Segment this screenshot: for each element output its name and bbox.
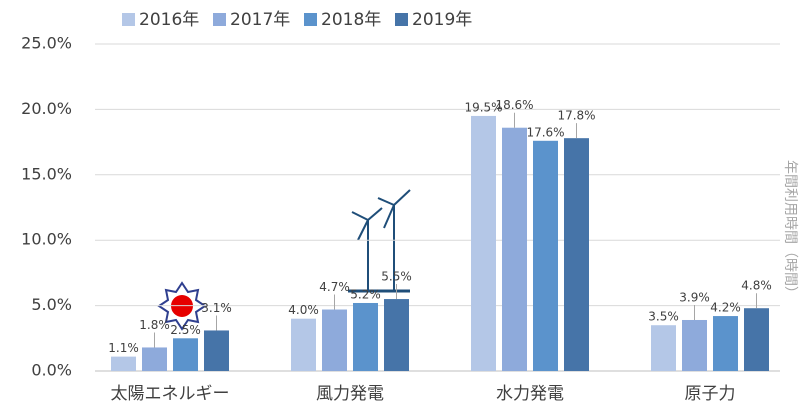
bar — [173, 338, 198, 371]
bar — [713, 316, 738, 371]
value-label: 5.2% — [350, 287, 381, 301]
legend-swatch — [395, 13, 408, 26]
legend-label: 2019年 — [412, 10, 472, 30]
bar — [384, 299, 409, 371]
value-label: 19.5% — [464, 100, 502, 114]
y-tick-label: 15.0% — [21, 164, 72, 183]
y-tick-label: 5.0% — [31, 295, 72, 314]
bar — [502, 127, 527, 371]
x-tick-label: 水力発電 — [496, 384, 564, 404]
wind-turbine-icon — [348, 189, 411, 293]
value-label: 3.5% — [648, 310, 679, 324]
value-label: 1.1% — [108, 341, 139, 355]
bar — [533, 140, 558, 371]
bar — [353, 302, 378, 371]
value-label: 4.2% — [710, 301, 741, 315]
value-label: 4.7% — [319, 280, 350, 294]
value-label: 17.8% — [557, 109, 595, 123]
value-label: 1.8% — [139, 318, 170, 332]
y-tick-label: 25.0% — [21, 34, 72, 53]
value-label: 4.8% — [741, 279, 772, 293]
bar — [744, 308, 769, 371]
value-label: 4.0% — [288, 303, 319, 317]
annotation: 年間利用時間（時間） — [782, 160, 798, 300]
legend-swatch — [122, 13, 135, 26]
legend-label: 2017年 — [230, 10, 290, 30]
value-label: 2.5% — [170, 323, 201, 337]
bar — [204, 330, 229, 371]
y-tick-label: 20.0% — [21, 99, 72, 118]
bar — [111, 356, 136, 371]
bar — [322, 309, 347, 371]
x-tick-label: 原子力 — [685, 384, 736, 404]
value-label: 18.6% — [495, 98, 533, 112]
bar — [564, 138, 589, 371]
y-tick-label: 10.0% — [21, 230, 72, 249]
bar — [471, 115, 496, 371]
value-label: 17.6% — [526, 125, 564, 139]
y-tick-label: 0.0% — [31, 361, 72, 380]
value-label: 5.5% — [381, 270, 412, 284]
bar — [291, 318, 316, 371]
x-tick-label: 太陽エネルギー — [111, 384, 230, 404]
legend-label: 2018年 — [321, 10, 381, 30]
legend-swatch — [304, 13, 317, 26]
bar — [651, 325, 676, 371]
legend-swatch — [213, 13, 226, 26]
x-tick-label: 風力発電 — [316, 384, 384, 404]
value-label: 3.9% — [679, 290, 710, 304]
legend-label: 2016年 — [139, 10, 199, 30]
value-label: 3.1% — [201, 301, 232, 315]
bar — [142, 347, 167, 371]
bar — [682, 319, 707, 371]
